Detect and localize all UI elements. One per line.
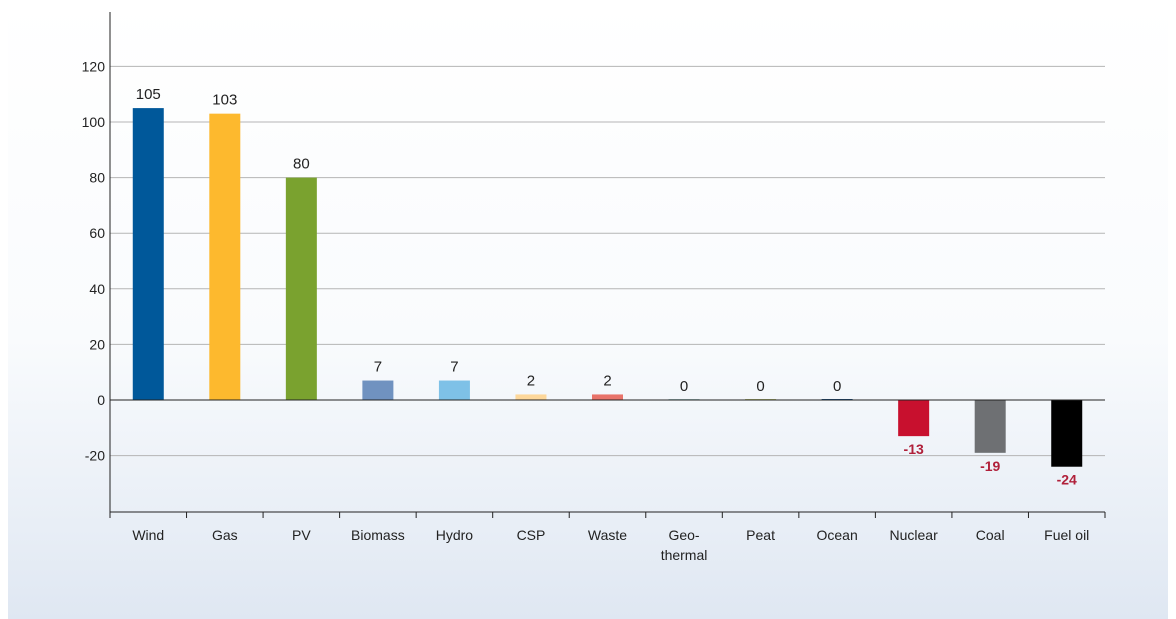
chart-frame: -20 0 20 40 60 80 100 120 105 Wind 103 Gas 80 PV 7 Biom… bbox=[8, 0, 1168, 619]
category-label: Wind bbox=[132, 527, 164, 543]
data-label: 103 bbox=[212, 92, 237, 109]
category-label: Geo- bbox=[668, 527, 699, 543]
y-tick-label: 120 bbox=[82, 58, 106, 74]
bar bbox=[592, 394, 623, 400]
y-tick-label: 80 bbox=[89, 170, 105, 186]
data-label: -24 bbox=[1057, 472, 1077, 488]
category-label: Fuel oil bbox=[1044, 527, 1089, 543]
data-label: 80 bbox=[293, 156, 310, 173]
category-label: Biomass bbox=[351, 527, 405, 543]
bar bbox=[438, 380, 470, 400]
y-tick-label: 0 bbox=[97, 392, 105, 408]
data-label: -13 bbox=[904, 441, 924, 457]
bar-chart: -20020406080100120105Wind103Gas80PV7Biom… bbox=[82, 12, 1106, 563]
y-tick-label: 40 bbox=[89, 281, 105, 297]
bar bbox=[974, 400, 1006, 453]
data-label: 105 bbox=[136, 86, 161, 103]
data-label: 0 bbox=[680, 378, 688, 395]
data-label: -19 bbox=[980, 458, 1000, 474]
category-label: Peat bbox=[746, 527, 775, 543]
bar bbox=[898, 400, 930, 437]
category-label: thermal bbox=[661, 547, 708, 563]
y-tick-label: 60 bbox=[89, 225, 105, 241]
bar bbox=[1051, 400, 1083, 467]
y-tick-label: 100 bbox=[82, 114, 106, 130]
data-label: 2 bbox=[527, 372, 535, 389]
category-label: Nuclear bbox=[890, 527, 939, 543]
category-label: Waste bbox=[588, 527, 627, 543]
category-label: CSP bbox=[517, 527, 546, 543]
bar bbox=[515, 394, 547, 400]
data-label: 0 bbox=[833, 378, 841, 395]
y-tick-label: -20 bbox=[85, 448, 105, 464]
y-tick-label: 20 bbox=[89, 336, 105, 352]
data-label: 7 bbox=[374, 359, 382, 376]
category-label: Ocean bbox=[816, 527, 857, 543]
bar bbox=[362, 380, 394, 400]
category-label: Gas bbox=[212, 527, 238, 543]
data-label: 7 bbox=[450, 359, 458, 376]
data-label: 0 bbox=[756, 378, 764, 395]
category-label: PV bbox=[292, 527, 311, 543]
category-label: Hydro bbox=[436, 527, 474, 543]
bar bbox=[209, 113, 241, 400]
bar bbox=[132, 108, 164, 400]
category-label: Coal bbox=[976, 527, 1005, 543]
bar bbox=[285, 177, 317, 400]
data-label: 2 bbox=[603, 372, 611, 389]
